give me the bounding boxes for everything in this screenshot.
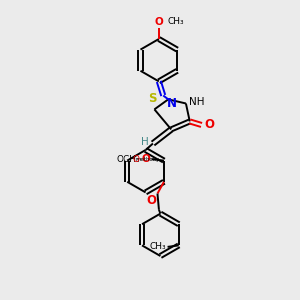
Text: CH₃: CH₃	[168, 17, 184, 26]
Text: CH₃: CH₃	[150, 242, 166, 251]
Text: N: N	[167, 97, 177, 110]
Text: H: H	[141, 137, 148, 147]
Text: O: O	[154, 16, 163, 27]
Text: O: O	[205, 118, 214, 131]
Text: O: O	[146, 194, 156, 207]
Text: O: O	[133, 154, 140, 164]
Text: OCH₃: OCH₃	[116, 154, 140, 164]
Text: NH: NH	[190, 97, 205, 107]
Text: S: S	[148, 92, 156, 105]
Text: methoxy: methoxy	[136, 157, 160, 162]
Text: O: O	[141, 154, 150, 164]
